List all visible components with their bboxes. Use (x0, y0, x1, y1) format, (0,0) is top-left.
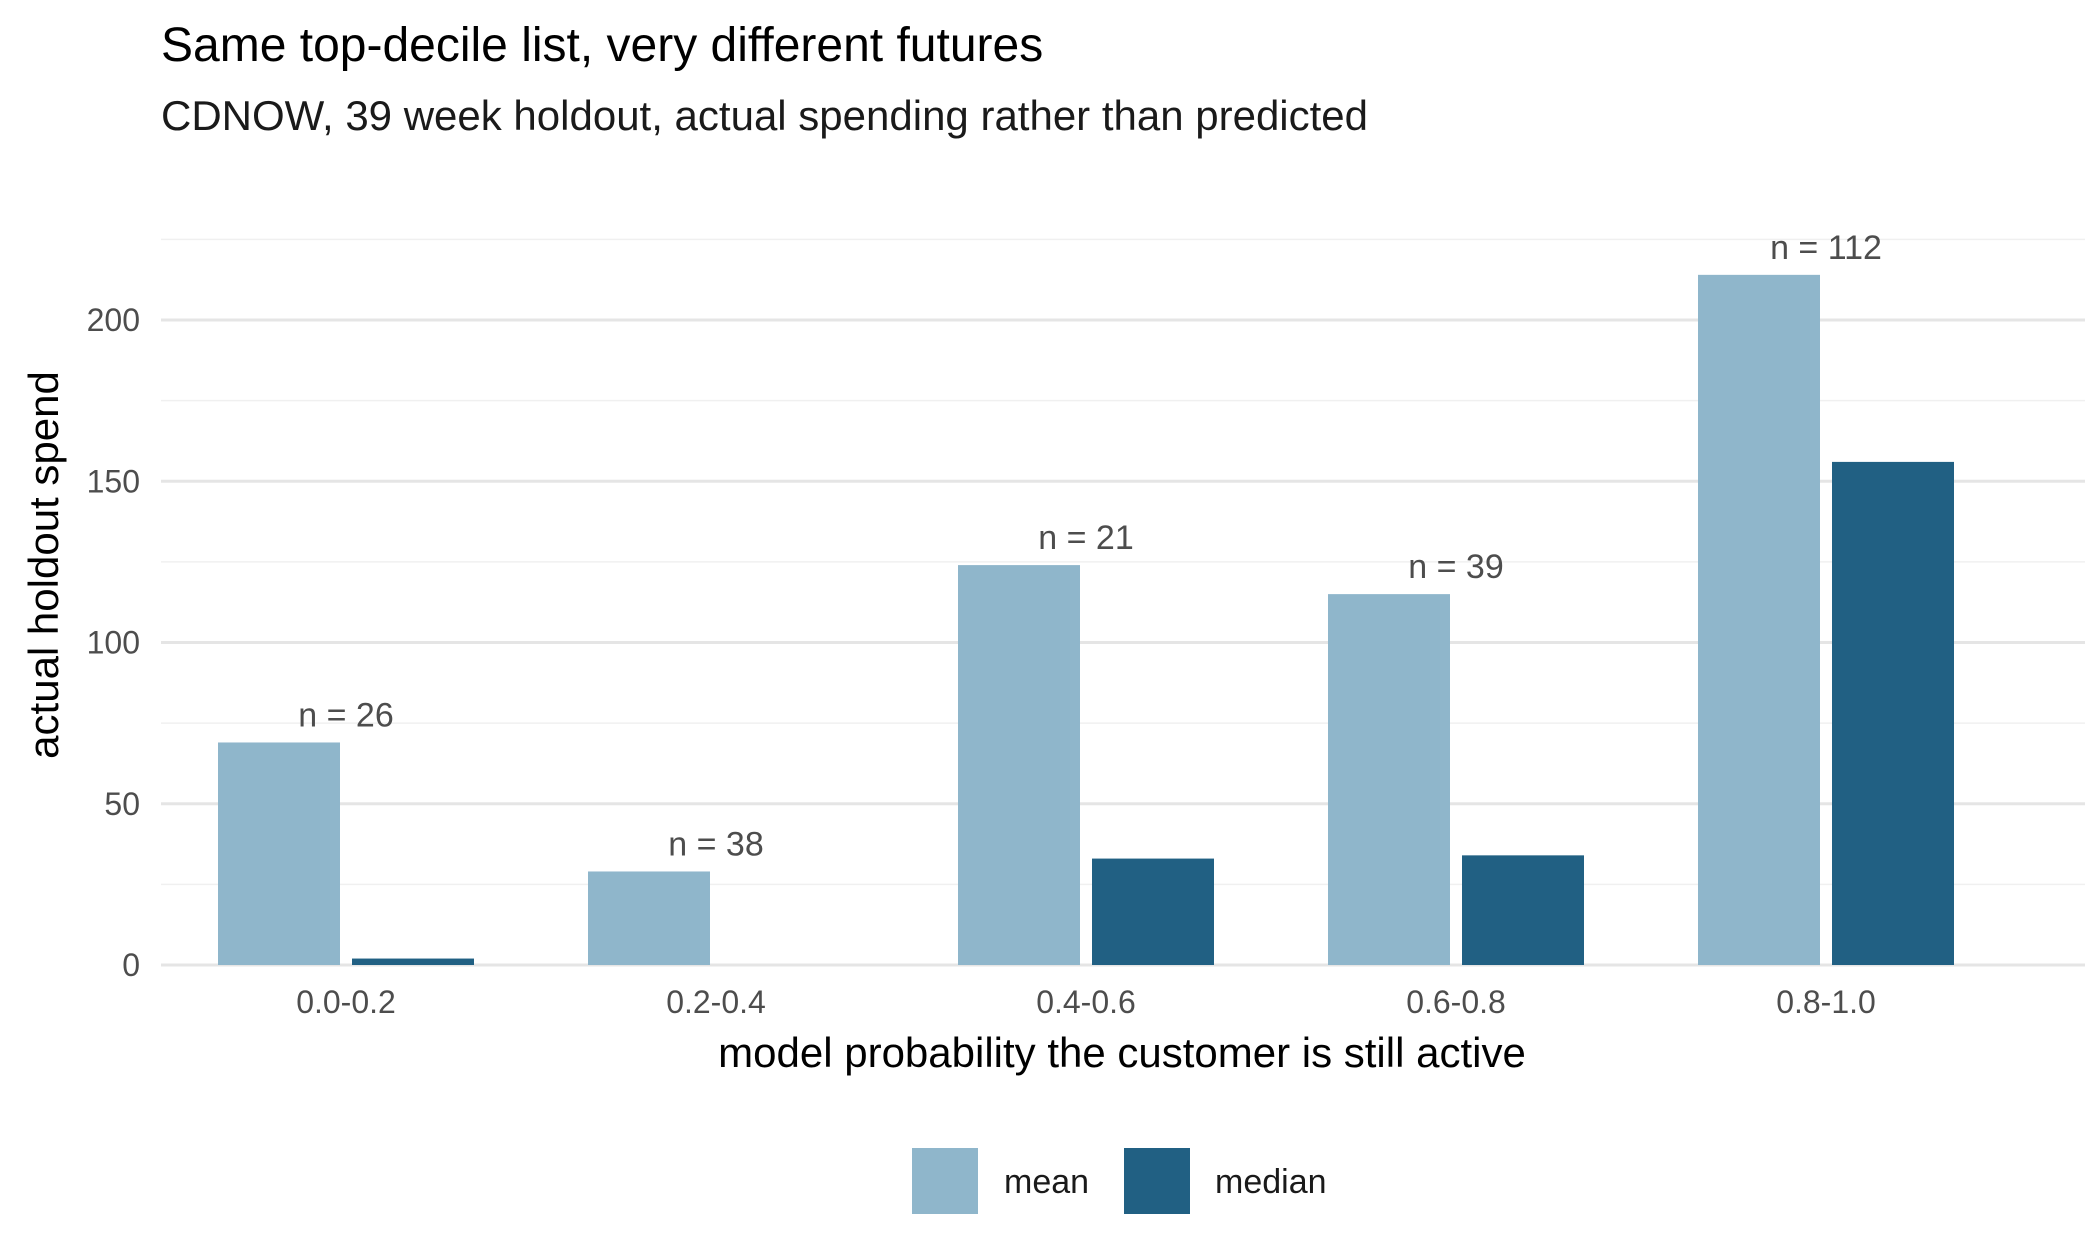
y-tick-label: 200 (87, 302, 140, 338)
legend-swatch-mean (912, 1148, 978, 1214)
x-tick-label: 0.2-0.4 (666, 984, 766, 1020)
legend-label-median: median (1215, 1163, 1327, 1201)
annotation-count: n = 26 (298, 696, 393, 734)
y-axis-title: actual holdout spend (20, 371, 67, 759)
y-axis-ticks: 0 50 100 150 200 (87, 302, 140, 983)
bar-median-0.4-0.6 (1092, 858, 1214, 965)
bar-median-0.8-1.0 (1832, 461, 1954, 965)
x-tick-label: 0.4-0.6 (1036, 984, 1136, 1020)
chart-subtitle: CDNOW, 39 week holdout, actual spending … (161, 92, 1368, 139)
x-tick-label: 0.6-0.8 (1406, 984, 1506, 1020)
y-tick-label: 0 (122, 947, 140, 983)
chart-title: Same top-decile list, very different fut… (161, 19, 1043, 72)
bar-mean-0.0-0.2 (218, 742, 340, 965)
y-tick-label: 100 (87, 625, 140, 661)
annotation-count: n = 39 (1408, 548, 1503, 586)
bar-mean-0.2-0.4 (588, 871, 710, 965)
y-tick-label: 50 (104, 786, 140, 822)
bar-median-0.6-0.8 (1462, 855, 1584, 965)
x-axis-title: model probability the customer is still … (718, 1029, 1526, 1076)
annotation-count: n = 38 (668, 825, 763, 863)
legend: mean median (912, 1148, 1327, 1214)
y-tick-label: 150 (87, 463, 140, 499)
bar-mean-0.4-0.6 (958, 565, 1080, 965)
annotation-count: n = 21 (1038, 519, 1133, 557)
bars (218, 274, 1954, 966)
legend-label-mean: mean (1004, 1163, 1089, 1201)
bar-mean-0.8-1.0 (1698, 274, 1820, 966)
x-tick-label: 0.0-0.2 (296, 984, 396, 1020)
legend-swatch-median (1124, 1148, 1190, 1214)
x-tick-label: 0.8-1.0 (1776, 984, 1876, 1020)
bar-median-0.0-0.2 (352, 958, 474, 965)
bar-mean-0.6-0.8 (1328, 594, 1450, 965)
count-annotations: n = 26 n = 38 n = 21 n = 39 n = 112 (298, 229, 1882, 864)
x-axis-ticks: 0.0-0.2 0.2-0.4 0.4-0.6 0.6-0.8 0.8-1.0 (296, 984, 1876, 1020)
annotation-count: n = 112 (1770, 229, 1882, 267)
